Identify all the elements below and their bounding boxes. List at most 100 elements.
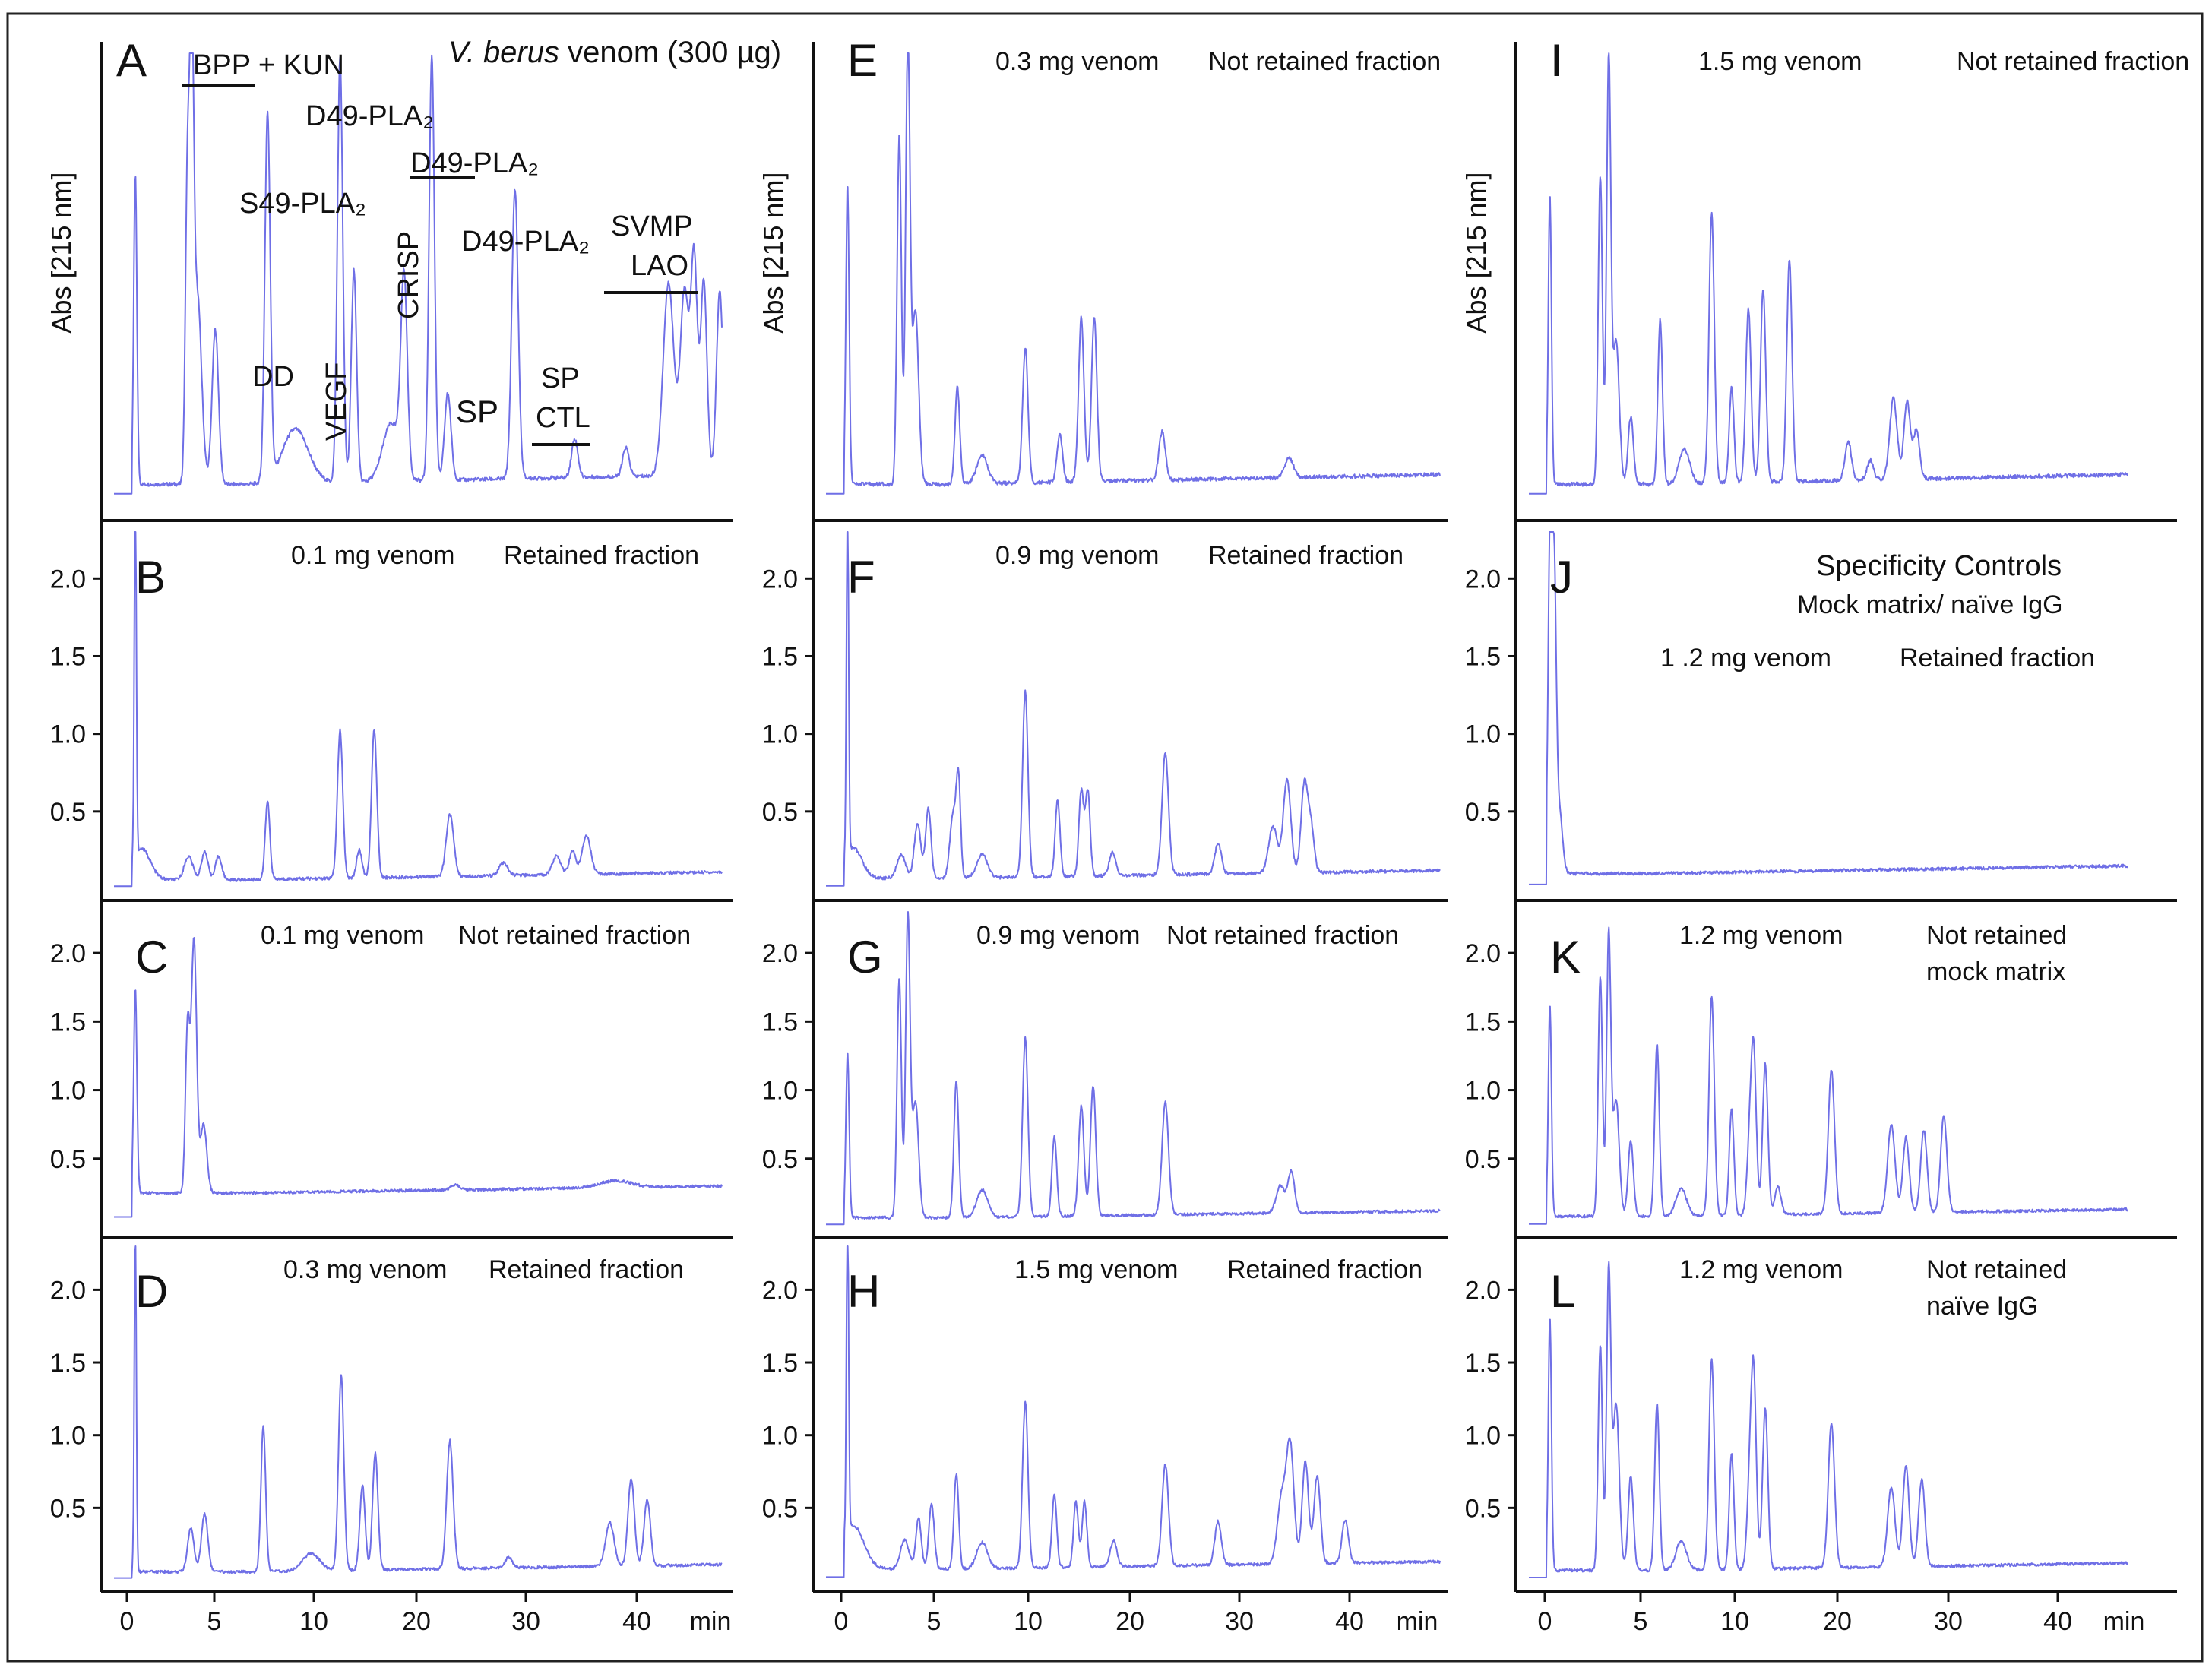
sample-amount-label: 1.5 mg venom <box>1014 1255 1178 1284</box>
fraction-label: Not retained fraction <box>458 921 691 950</box>
y-tick-label: 1.5 <box>1465 642 1501 671</box>
y-tick-label: 1.5 <box>1465 1349 1501 1378</box>
x-tick-label: 0 <box>1538 1607 1552 1636</box>
y-tick-label: 0.5 <box>1465 1145 1501 1174</box>
chromatogram-trace-E <box>825 52 1441 495</box>
y-axis-label: Abs [215 nm] <box>1460 172 1492 333</box>
panel-B: B 2.0 1.5 1.0 0.5 0.1 mg venom Retained fracti… <box>50 531 723 888</box>
panel-letter-K: K <box>1550 932 1581 983</box>
x-tick-label: 5 <box>927 1607 941 1636</box>
panel-G: G 2.0 1.5 1.0 0.5 0.9 mg venom Not retained fr… <box>762 911 1441 1226</box>
sample-amount-label: 1.5 mg venom <box>1698 47 1862 76</box>
x-tick-label: 0 <box>120 1607 134 1636</box>
sample-amount-label: 0.1 mg venom <box>291 541 454 570</box>
sample-amount-label: 0.3 mg venom <box>995 47 1159 76</box>
y-tick-label: 0.5 <box>762 1145 798 1174</box>
chromatogram-trace-K <box>1528 926 2128 1225</box>
peak-annotation: D49-PLA₂ <box>305 100 434 132</box>
sample-amount-label: 0.3 mg venom <box>283 1255 447 1284</box>
panel-letter-G: G <box>847 932 883 983</box>
y-tick-label: 2.0 <box>50 565 86 593</box>
y-tick-label: 2.0 <box>1465 565 1501 593</box>
peak-annotation: CTL <box>536 402 590 434</box>
panel-L: L 2.0 1.5 1.0 0.5 0 5 10 20 30 40 min 1.2 mg venom No… <box>1465 1255 2145 1636</box>
x-tick-label: 20 <box>402 1607 431 1636</box>
peak-annotation: CRISP <box>393 231 425 319</box>
y-tick-label: 1.5 <box>762 642 798 671</box>
panel-letter-E: E <box>847 35 878 86</box>
y-tick-label: 1.0 <box>1465 720 1501 749</box>
y-tick-label: 0.5 <box>762 798 798 827</box>
y-tick-label: 2.0 <box>762 565 798 593</box>
panel-D: D 2.0 1.5 1.0 0.5 0 5 10 20 30 40 min 0.3 mg venom Re… <box>50 1245 732 1636</box>
chromatogram-trace-L <box>1528 1261 2128 1578</box>
fraction-label: Retained fraction <box>504 541 699 570</box>
fraction-label: Retained fraction <box>1208 541 1403 570</box>
y-tick-label: 0.5 <box>50 1145 86 1174</box>
y-tick-label: 0.5 <box>50 1494 86 1523</box>
y-tick-label: 1.0 <box>50 720 86 749</box>
y-tick-label: 2.0 <box>50 1276 86 1305</box>
panel-A: A Abs [215 nm] V. berus venom (300 µg) BPP … <box>46 35 781 495</box>
y-tick-label: 1.5 <box>762 1349 798 1378</box>
y-axis-label: Abs [215 nm] <box>46 172 77 333</box>
specificity-title: Specificity Controls <box>1816 550 2062 582</box>
y-tick-label: 2.0 <box>762 939 798 968</box>
chromatogram-trace-D <box>113 1245 723 1579</box>
panel-K: K 2.0 1.5 1.0 0.5 1.2 mg venom Not retained moc… <box>1465 921 2128 1225</box>
x-tick-label: 40 <box>1335 1607 1364 1636</box>
panel-F: F 2.0 1.5 1.0 0.5 0.9 mg venom Retained fracti… <box>762 531 1441 887</box>
y-tick-label: 1.0 <box>762 1422 798 1451</box>
x-tick-label: 30 <box>1934 1607 1963 1636</box>
x-tick-label: 40 <box>2043 1607 2072 1636</box>
peak-annotation: S49-PLA₂ <box>239 188 366 220</box>
chromatogram-trace-A <box>113 52 723 495</box>
peak-annotation: D49-PLA₂ <box>461 226 590 258</box>
panel-letter-L: L <box>1550 1266 1575 1317</box>
fraction-label: Retained fraction <box>1900 644 2095 673</box>
panel-H: H 2.0 1.5 1.0 0.5 0 5 10 20 30 40 min 1.5 mg venom Re… <box>762 1245 1441 1636</box>
y-tick-label: 1.0 <box>762 720 798 749</box>
panels: A Abs [215 nm] V. berus venom (300 µg) BPP … <box>46 35 2189 1636</box>
y-tick-label: 1.5 <box>50 642 86 671</box>
y-tick-label: 2.0 <box>1465 1276 1501 1305</box>
y-tick-label: 1.0 <box>1465 1422 1501 1451</box>
sample-amount-label: 1.2 mg venom <box>1679 921 1843 950</box>
y-tick-label: 1.5 <box>762 1008 798 1036</box>
panel-I: I Abs [215 nm] 1.5 mg venom Not retained fr… <box>1460 35 2189 495</box>
y-tick-label: 0.5 <box>50 798 86 827</box>
x-tick-label: 10 <box>1014 1607 1043 1636</box>
x-tick-label: 20 <box>1823 1607 1852 1636</box>
panel-letter-A: A <box>116 35 147 86</box>
x-unit-label: min <box>1397 1607 1438 1636</box>
x-tick-label: 30 <box>1225 1607 1254 1636</box>
y-tick-label: 0.5 <box>1465 1494 1501 1523</box>
peak-annotation: SP <box>541 362 580 394</box>
peak-annotation: D49-PLA₂ <box>410 147 539 179</box>
x-tick-label: 10 <box>299 1607 328 1636</box>
y-tick-label: 1.5 <box>1465 1008 1501 1036</box>
y-tick-label: 2.0 <box>1465 939 1501 968</box>
title-rest: venom (300 µg) <box>559 36 781 69</box>
fraction-label: Retained fraction <box>489 1255 684 1284</box>
chromatogram-trace-G <box>825 911 1441 1226</box>
chromatogram-trace-H <box>825 1245 1441 1578</box>
sample-amount-label: 0.1 mg venom <box>261 921 424 950</box>
x-tick-label: 5 <box>207 1607 222 1636</box>
y-tick-label: 1.0 <box>1465 1077 1501 1106</box>
peak-annotation: LAO <box>631 250 688 282</box>
y-tick-label: 1.5 <box>50 1008 86 1036</box>
fraction-label-line2: mock matrix <box>1926 957 2065 986</box>
y-tick-label: 0.5 <box>1465 798 1501 827</box>
peak-annotation: BPP + KUN <box>193 49 344 81</box>
x-tick-label: 20 <box>1115 1607 1144 1636</box>
peak-annotation: VEGF <box>321 362 353 441</box>
sample-amount-label: 0.9 mg venom <box>995 541 1159 570</box>
x-unit-label: min <box>690 1607 732 1636</box>
fraction-label: Not retained fraction <box>1957 47 2189 76</box>
specificity-subtitle: Mock matrix/ naïve IgG <box>1797 590 2063 619</box>
panel-E: E Abs [215 nm] 0.3 mg venom Not retained fr… <box>758 35 1441 495</box>
panel-letter-C: C <box>135 932 168 983</box>
y-tick-label: 0.5 <box>762 1494 798 1523</box>
